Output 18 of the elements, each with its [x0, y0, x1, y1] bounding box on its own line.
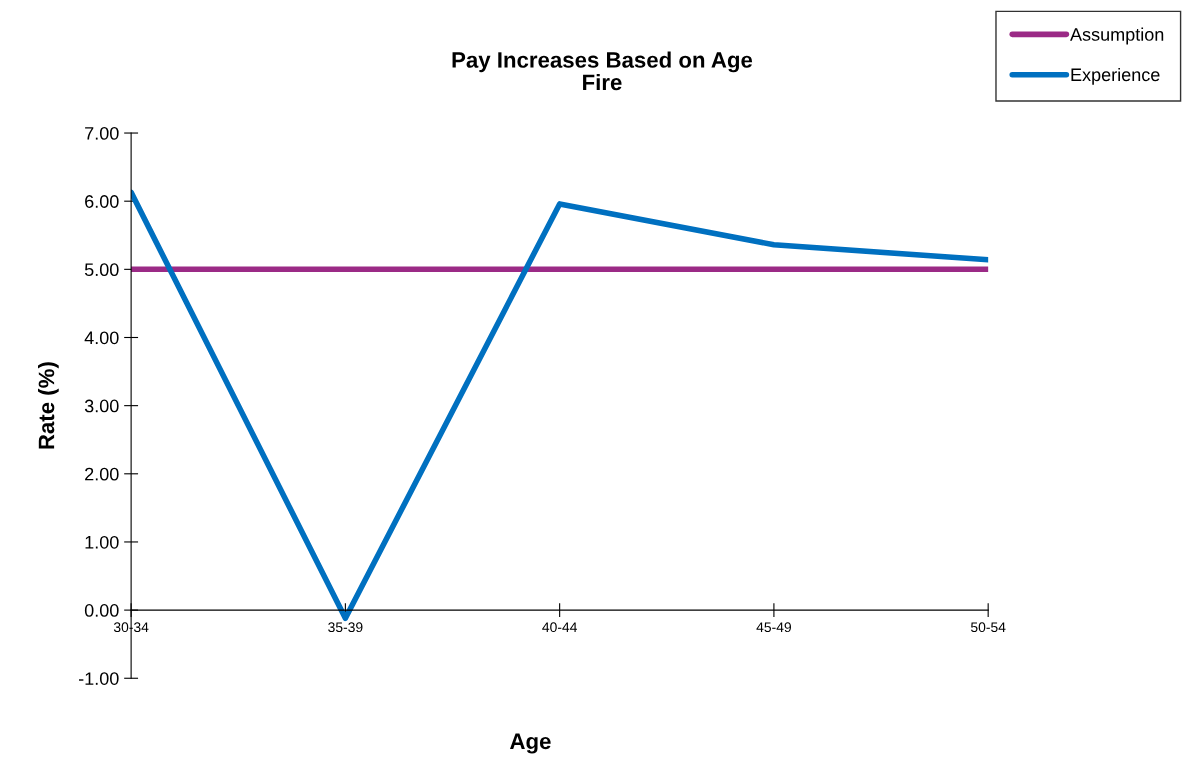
legend-label: Experience [1071, 67, 1160, 85]
x-tick-label: 50-54 [970, 622, 1006, 633]
x-axis-title: Age [510, 733, 551, 754]
y-tick-label: 0.00 [84, 604, 119, 617]
y-tick-label: 7.00 [85, 126, 119, 140]
y-tick-label: 5.00 [84, 263, 119, 277]
y-axis-title: Rate (%) [38, 362, 59, 449]
legend-label: Assumption [1070, 27, 1164, 45]
y-tick-label: 6.00 [85, 195, 119, 208]
x-tick-label: 40-44 [542, 622, 577, 633]
x-tick-label: 45-49 [756, 622, 792, 633]
y-tick-label: -1.00 [78, 672, 119, 685]
y-tick-label: 2.00 [85, 467, 119, 481]
y-tick-label: 3.00 [84, 399, 119, 413]
y-tick-label: 1.00 [85, 535, 119, 549]
y-tick-label: 4.00 [84, 331, 119, 345]
x-tick-label: 35-39 [328, 622, 363, 633]
chart-title: Pay Increases Based on Age Fire [452, 51, 753, 91]
